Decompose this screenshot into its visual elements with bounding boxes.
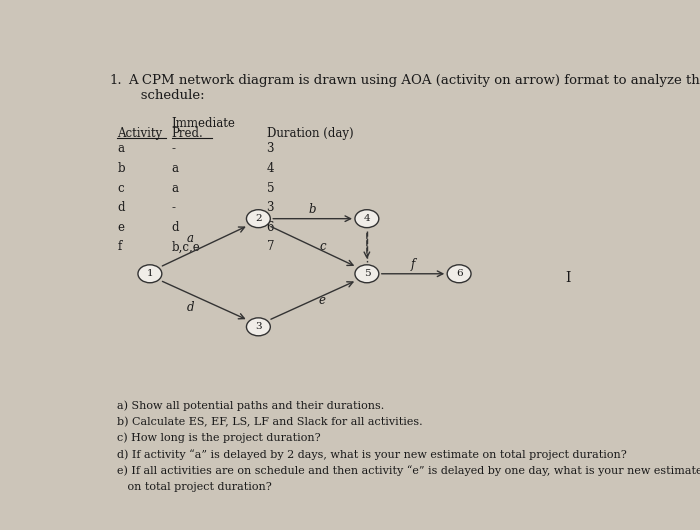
Text: 4: 4	[363, 214, 370, 223]
Text: b) Calculate ES, EF, LS, LF and Slack for all activities.: b) Calculate ES, EF, LS, LF and Slack fo…	[118, 417, 423, 427]
Text: on total project duration?: on total project duration?	[118, 482, 272, 492]
Text: -: -	[172, 143, 176, 155]
Text: 6: 6	[267, 220, 274, 234]
Text: 1.: 1.	[109, 74, 122, 87]
Text: b: b	[309, 203, 316, 216]
Text: Activity: Activity	[118, 127, 162, 140]
Text: Immediate: Immediate	[172, 117, 235, 130]
Ellipse shape	[138, 265, 162, 282]
Ellipse shape	[246, 210, 270, 228]
Ellipse shape	[355, 265, 379, 282]
Text: a: a	[172, 182, 178, 195]
Text: a) Show all potential paths and their durations.: a) Show all potential paths and their du…	[118, 400, 384, 411]
Ellipse shape	[447, 265, 471, 282]
Text: c) How long is the project duration?: c) How long is the project duration?	[118, 433, 321, 444]
Text: 5: 5	[363, 269, 370, 278]
Text: A CPM network diagram is drawn using AOA (activity on arrow) format to analyze t: A CPM network diagram is drawn using AOA…	[128, 74, 700, 102]
Text: e: e	[319, 294, 326, 307]
Text: f: f	[411, 258, 415, 271]
Text: c: c	[319, 240, 326, 253]
Text: a: a	[187, 232, 194, 245]
Ellipse shape	[355, 210, 379, 228]
Text: Duration (day): Duration (day)	[267, 127, 353, 140]
Text: 3: 3	[267, 201, 274, 214]
Text: 3: 3	[267, 143, 274, 155]
Text: -: -	[172, 201, 176, 214]
Text: d: d	[187, 301, 195, 314]
Text: 4: 4	[267, 162, 274, 175]
Text: d: d	[172, 220, 179, 234]
Text: 1: 1	[146, 269, 153, 278]
Text: b,c,e: b,c,e	[172, 240, 200, 253]
Text: e) If all activities are on schedule and then activity “e” is delayed by one day: e) If all activities are on schedule and…	[118, 465, 700, 476]
Text: f: f	[118, 240, 122, 253]
Ellipse shape	[246, 318, 270, 336]
Text: c: c	[118, 182, 124, 195]
Text: 2: 2	[255, 214, 262, 223]
Text: b: b	[118, 162, 125, 175]
Text: 5: 5	[267, 182, 274, 195]
Text: d: d	[118, 201, 125, 214]
Text: 7: 7	[267, 240, 274, 253]
Text: a: a	[118, 143, 125, 155]
Text: 6: 6	[456, 269, 463, 278]
Text: d) If activity “a” is delayed by 2 days, what is your new estimate on total proj: d) If activity “a” is delayed by 2 days,…	[118, 449, 627, 460]
Text: Pred.: Pred.	[172, 127, 203, 140]
Text: e: e	[118, 220, 125, 234]
Text: 3: 3	[255, 322, 262, 331]
Text: I: I	[565, 271, 570, 285]
Text: a: a	[172, 162, 178, 175]
